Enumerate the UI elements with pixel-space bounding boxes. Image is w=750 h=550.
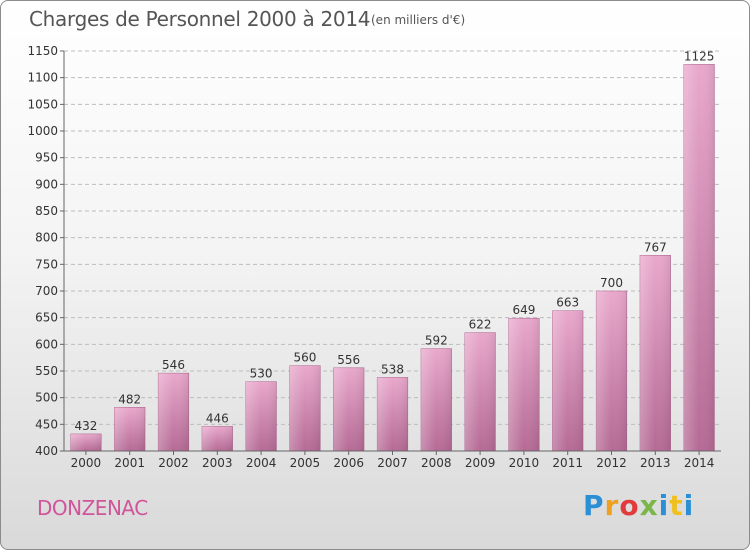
x-tick-label: 2010 xyxy=(509,456,540,470)
y-tick-label: 1150 xyxy=(27,44,58,58)
bar-shine xyxy=(420,348,452,451)
x-tick-label: 2009 xyxy=(465,456,496,470)
x-tick-label: 2012 xyxy=(596,456,627,470)
data-label: 482 xyxy=(118,392,141,406)
logo-letter: o xyxy=(619,489,640,522)
data-label: 560 xyxy=(293,351,316,365)
y-tick-label: 400 xyxy=(35,444,58,458)
logo-letter: t xyxy=(669,489,684,522)
x-tick-label: 2000 xyxy=(71,456,102,470)
x-tick-label: 2006 xyxy=(333,456,364,470)
bar-shine xyxy=(70,433,102,451)
logo-letter: x xyxy=(639,489,659,522)
bar-shine xyxy=(114,407,146,451)
x-tick-label: 2003 xyxy=(202,456,233,470)
bar-shine xyxy=(333,367,365,451)
bar-shine xyxy=(158,373,189,451)
data-label: 592 xyxy=(425,334,448,348)
data-label: 530 xyxy=(250,367,273,381)
x-tick-label: 2002 xyxy=(158,456,189,470)
data-label: 538 xyxy=(381,362,404,376)
bar-shine xyxy=(464,332,496,451)
data-label: 1125 xyxy=(684,49,715,63)
y-axis: 400 450 500 550 600 650 700 750 800 850 900 950 1000… xyxy=(27,44,65,458)
y-tick-label: 700 xyxy=(35,284,58,298)
data-label: 767 xyxy=(644,240,667,254)
data-label: 556 xyxy=(337,353,360,367)
logo-letter: i xyxy=(658,489,670,522)
x-tick-label: 2005 xyxy=(290,456,321,470)
y-tick-label: 1050 xyxy=(27,97,58,111)
x-tick-label: 2001 xyxy=(114,456,145,470)
data-label: 622 xyxy=(469,318,492,332)
y-tick-label: 550 xyxy=(35,364,58,378)
logo-letter: P xyxy=(583,489,605,522)
x-axis: 2000 2001 2002 2003 2004 2005 2006 2007 2008 2009… xyxy=(64,450,721,470)
bar-shine xyxy=(683,64,715,452)
y-tick-label: 650 xyxy=(35,311,58,325)
bar-shine xyxy=(596,291,627,451)
x-tick-label: 2011 xyxy=(552,456,583,470)
y-tick-label: 600 xyxy=(35,337,58,351)
x-tick-label: 2008 xyxy=(421,456,452,470)
bar-shine xyxy=(245,381,277,451)
data-label: 446 xyxy=(206,411,229,425)
y-tick-label: 850 xyxy=(35,204,58,218)
y-tick-label: 450 xyxy=(35,417,58,431)
x-tick-label: 2007 xyxy=(377,456,408,470)
bar-shine xyxy=(289,365,321,451)
chart-subtitle: (en milliers d'€) xyxy=(371,13,466,27)
data-label: 700 xyxy=(600,276,623,290)
data-label: 663 xyxy=(556,296,579,310)
bar-shine xyxy=(201,426,233,451)
y-tick-label: 750 xyxy=(35,257,58,271)
y-tick-label: 500 xyxy=(35,391,58,405)
bar-shine xyxy=(377,377,408,451)
bar-shine xyxy=(508,318,540,451)
bar-shine xyxy=(639,255,671,451)
bar-shine xyxy=(552,310,584,451)
chart-title: Charges de Personnel 2000 à 2014 xyxy=(29,7,371,31)
x-tick-label: 2013 xyxy=(640,456,671,470)
y-tick-label: 1000 xyxy=(27,124,58,138)
y-tick-label: 800 xyxy=(35,231,58,245)
bars: 432 482 546 446 530 560 556 538 592 622 649 663 700 7… xyxy=(70,49,715,452)
logo-letter: r xyxy=(604,489,620,522)
logo-letter: i xyxy=(683,489,695,522)
data-label: 546 xyxy=(162,358,185,372)
proxiti-logo: Proxiti xyxy=(583,489,694,522)
y-tick-label: 1100 xyxy=(27,71,58,85)
y-tick-label: 950 xyxy=(35,151,58,165)
x-tick-label: 2014 xyxy=(684,456,715,470)
location-name: DONZENAC xyxy=(37,496,148,520)
x-tick-label: 2004 xyxy=(246,456,277,470)
y-tick-label: 900 xyxy=(35,177,58,191)
data-label: 432 xyxy=(74,419,97,433)
data-label: 649 xyxy=(512,303,535,317)
